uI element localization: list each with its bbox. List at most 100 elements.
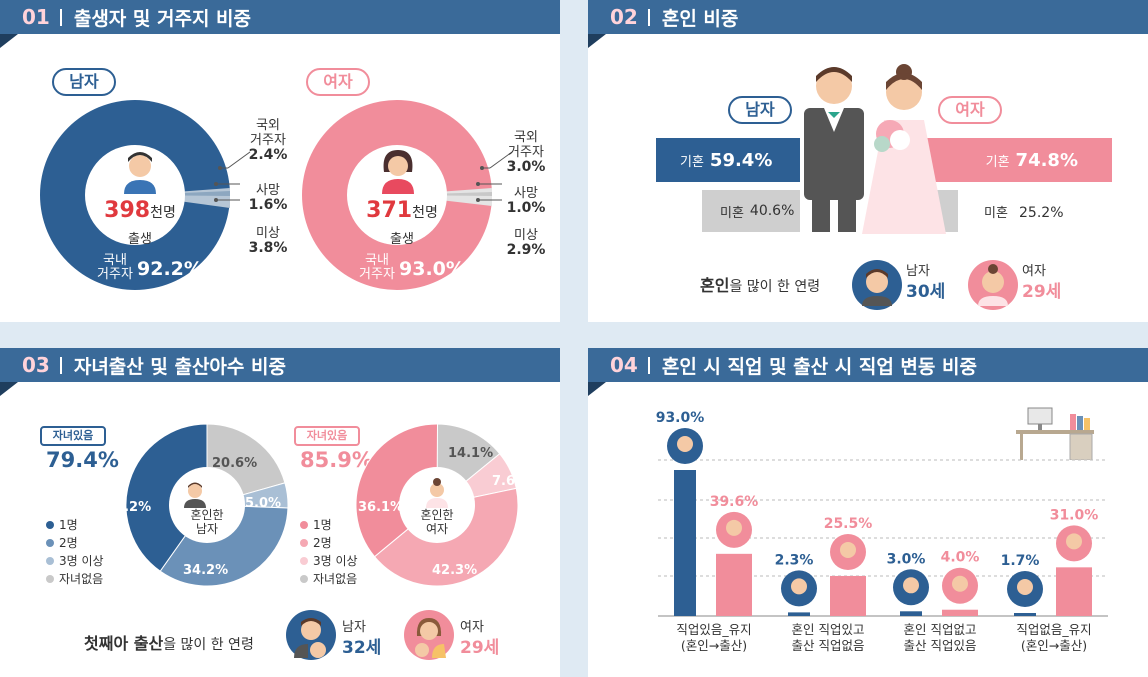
bar-female (1056, 567, 1092, 616)
panel-title: 혼인 시 직업 및 출산 시 직업 변동 비중 (661, 355, 977, 378)
bar-label-male: 93.0% (656, 410, 705, 426)
wedding-couple-illustration (804, 64, 946, 234)
male-face-icon (677, 436, 693, 452)
female-married-bar: 기혼 74.8% (918, 138, 1112, 182)
panel-title: 혼인 비중 (661, 7, 739, 30)
female-tag: 여자 (306, 68, 370, 96)
female-death: 사망 1.0% (506, 186, 546, 216)
female-v1: 36.1% (358, 500, 404, 515)
panel-marriage: 02 혼인 비중 남자 여자 기혼 59.4% 미혼 40.6% 기혼 74.8… (588, 0, 1148, 322)
male-residence-donut (40, 100, 230, 290)
female-v0: 14.1% (448, 446, 494, 461)
bar-label-female: 4.0% (941, 550, 980, 566)
panel-number: 03 (22, 353, 50, 377)
bar-label-female: 31.0% (1050, 507, 1099, 523)
female-age-avatar (404, 610, 454, 660)
category-label: 출산 직업없음 (792, 638, 865, 653)
female-face-icon (840, 541, 856, 558)
panel-number: 04 (610, 353, 638, 377)
female-single-text: 미혼 25.2% (984, 205, 1064, 221)
office-desk-illustration (1016, 407, 1094, 460)
female-age-avatar (968, 260, 1018, 310)
panel-number: 01 (22, 5, 50, 29)
female-age: 여자 29세 (460, 620, 500, 658)
job-change-bar-chart: 93.0% 39.6% 직업있음_유지(혼인→출산) 2.3% 25.5% 혼인 직업있고… (656, 410, 1108, 653)
male-v1: 40.2% (106, 500, 152, 515)
male-age-avatar (286, 610, 336, 660)
female-residence-donut (302, 100, 492, 290)
bar-female (716, 553, 752, 616)
male-tag: 남자 (52, 68, 116, 96)
male-v2: 34.2% (183, 563, 229, 578)
female-v3: 7.6% (492, 474, 529, 489)
male-domestic-label: 국내 거주자 (97, 253, 133, 282)
male-births: 398천명 (104, 198, 176, 223)
category-label: 혼인 직업있고 (792, 622, 865, 637)
male-abroad: 국외 거주자 2.4% (248, 118, 288, 163)
female-tag: 여자 (938, 96, 1002, 124)
category-label: 직업없음_유지 (1016, 622, 1091, 637)
category-label: (혼인→출산) (681, 638, 747, 653)
male-donut-center: 혼인한 남자 (190, 508, 224, 536)
panel-header: 03 자녀출산 및 출산아수 비중 (0, 348, 560, 382)
female-has-children-tag: 자녀있음 (294, 426, 360, 446)
male-face-icon (791, 578, 807, 595)
bar-male (788, 612, 810, 616)
male-single-bar: 미혼 40.6% (702, 190, 800, 232)
female-person-icon (426, 478, 448, 508)
male-v0: 20.6% (212, 456, 258, 471)
female-children-donut (356, 424, 518, 586)
female-has-children-value: 85.9% (300, 448, 373, 472)
male-domestic-value: 92.2% (137, 258, 203, 280)
male-age: 남자 30세 (906, 264, 946, 302)
male-legend: 1명 2명 3명 이상 자녀없음 (46, 516, 104, 588)
bar-label-male: 1.7% (1001, 553, 1040, 569)
male-births-label: 출생 (128, 232, 152, 247)
male-unknown: 미상 3.8% (248, 226, 288, 256)
panel-title: 출생자 및 거주지 비중 (73, 7, 252, 30)
bar-male (1014, 613, 1036, 616)
bar-male (674, 470, 696, 616)
panel-birth-residence: 01 출생자 및 거주지 비중 남자 398천명 출생 국내 거주자 92.2%… (0, 0, 560, 322)
donut-slice (126, 424, 208, 572)
category-label: 혼인 직업없고 (904, 622, 977, 637)
panel-header: 02 혼인 비중 (588, 0, 1148, 34)
bar-label-female: 39.6% (710, 494, 759, 510)
female-domestic-value: 93.0% (399, 258, 465, 280)
panel-title: 자녀출산 및 출산아수 비중 (73, 355, 286, 378)
female-age: 여자 29세 (1022, 264, 1062, 302)
panel-header: 01 출생자 및 거주지 비중 (0, 0, 560, 34)
donut-slice (159, 504, 288, 586)
panel-job-change: 04 혼인 시 직업 및 출산 시 직업 변동 비중 93.0% 39.6% 직업있… (588, 348, 1148, 677)
marriage-age-caption: 혼인을 많이 한 연령 (700, 276, 821, 295)
female-face-icon (952, 575, 968, 592)
female-donut-center: 혼인한 여자 (420, 508, 454, 536)
bar-label-male: 2.3% (775, 552, 814, 568)
female-v2: 42.3% (432, 563, 478, 578)
male-age: 남자 32세 (342, 620, 382, 658)
female-abroad: 국외 거주자 3.0% (506, 130, 546, 175)
panel-children: 03 자녀출산 및 출산아수 비중 자녀있음 79.4% 혼인한 남자 40.2… (0, 348, 560, 677)
male-married-bar: 기혼 59.4% (656, 138, 800, 182)
bar-male (900, 611, 922, 616)
female-domestic-label: 국내 거주자 (359, 253, 395, 282)
bar-label-female: 25.5% (824, 516, 873, 532)
male-age-avatar (852, 260, 902, 310)
category-label: 출산 직업있음 (904, 638, 977, 653)
female-unknown: 미상 2.9% (506, 228, 546, 258)
female-face-icon (726, 519, 742, 536)
male-has-children-tag: 자녀있음 (40, 426, 106, 446)
male-v3: 5.0% (245, 496, 282, 511)
female-person-icon (382, 150, 414, 194)
male-tag: 남자 (728, 96, 792, 124)
male-face-icon (903, 577, 919, 594)
category-label: 직업있음_유지 (676, 622, 751, 637)
male-person-icon (124, 152, 156, 194)
bar-female (942, 609, 978, 616)
bar-label-male: 3.0% (887, 551, 926, 567)
panel-number: 02 (610, 5, 638, 29)
female-births-label: 출생 (390, 232, 414, 247)
female-births: 371천명 (366, 198, 438, 223)
male-face-icon (1017, 579, 1033, 595)
panel-header: 04 혼인 시 직업 및 출산 시 직업 변동 비중 (588, 348, 1148, 382)
